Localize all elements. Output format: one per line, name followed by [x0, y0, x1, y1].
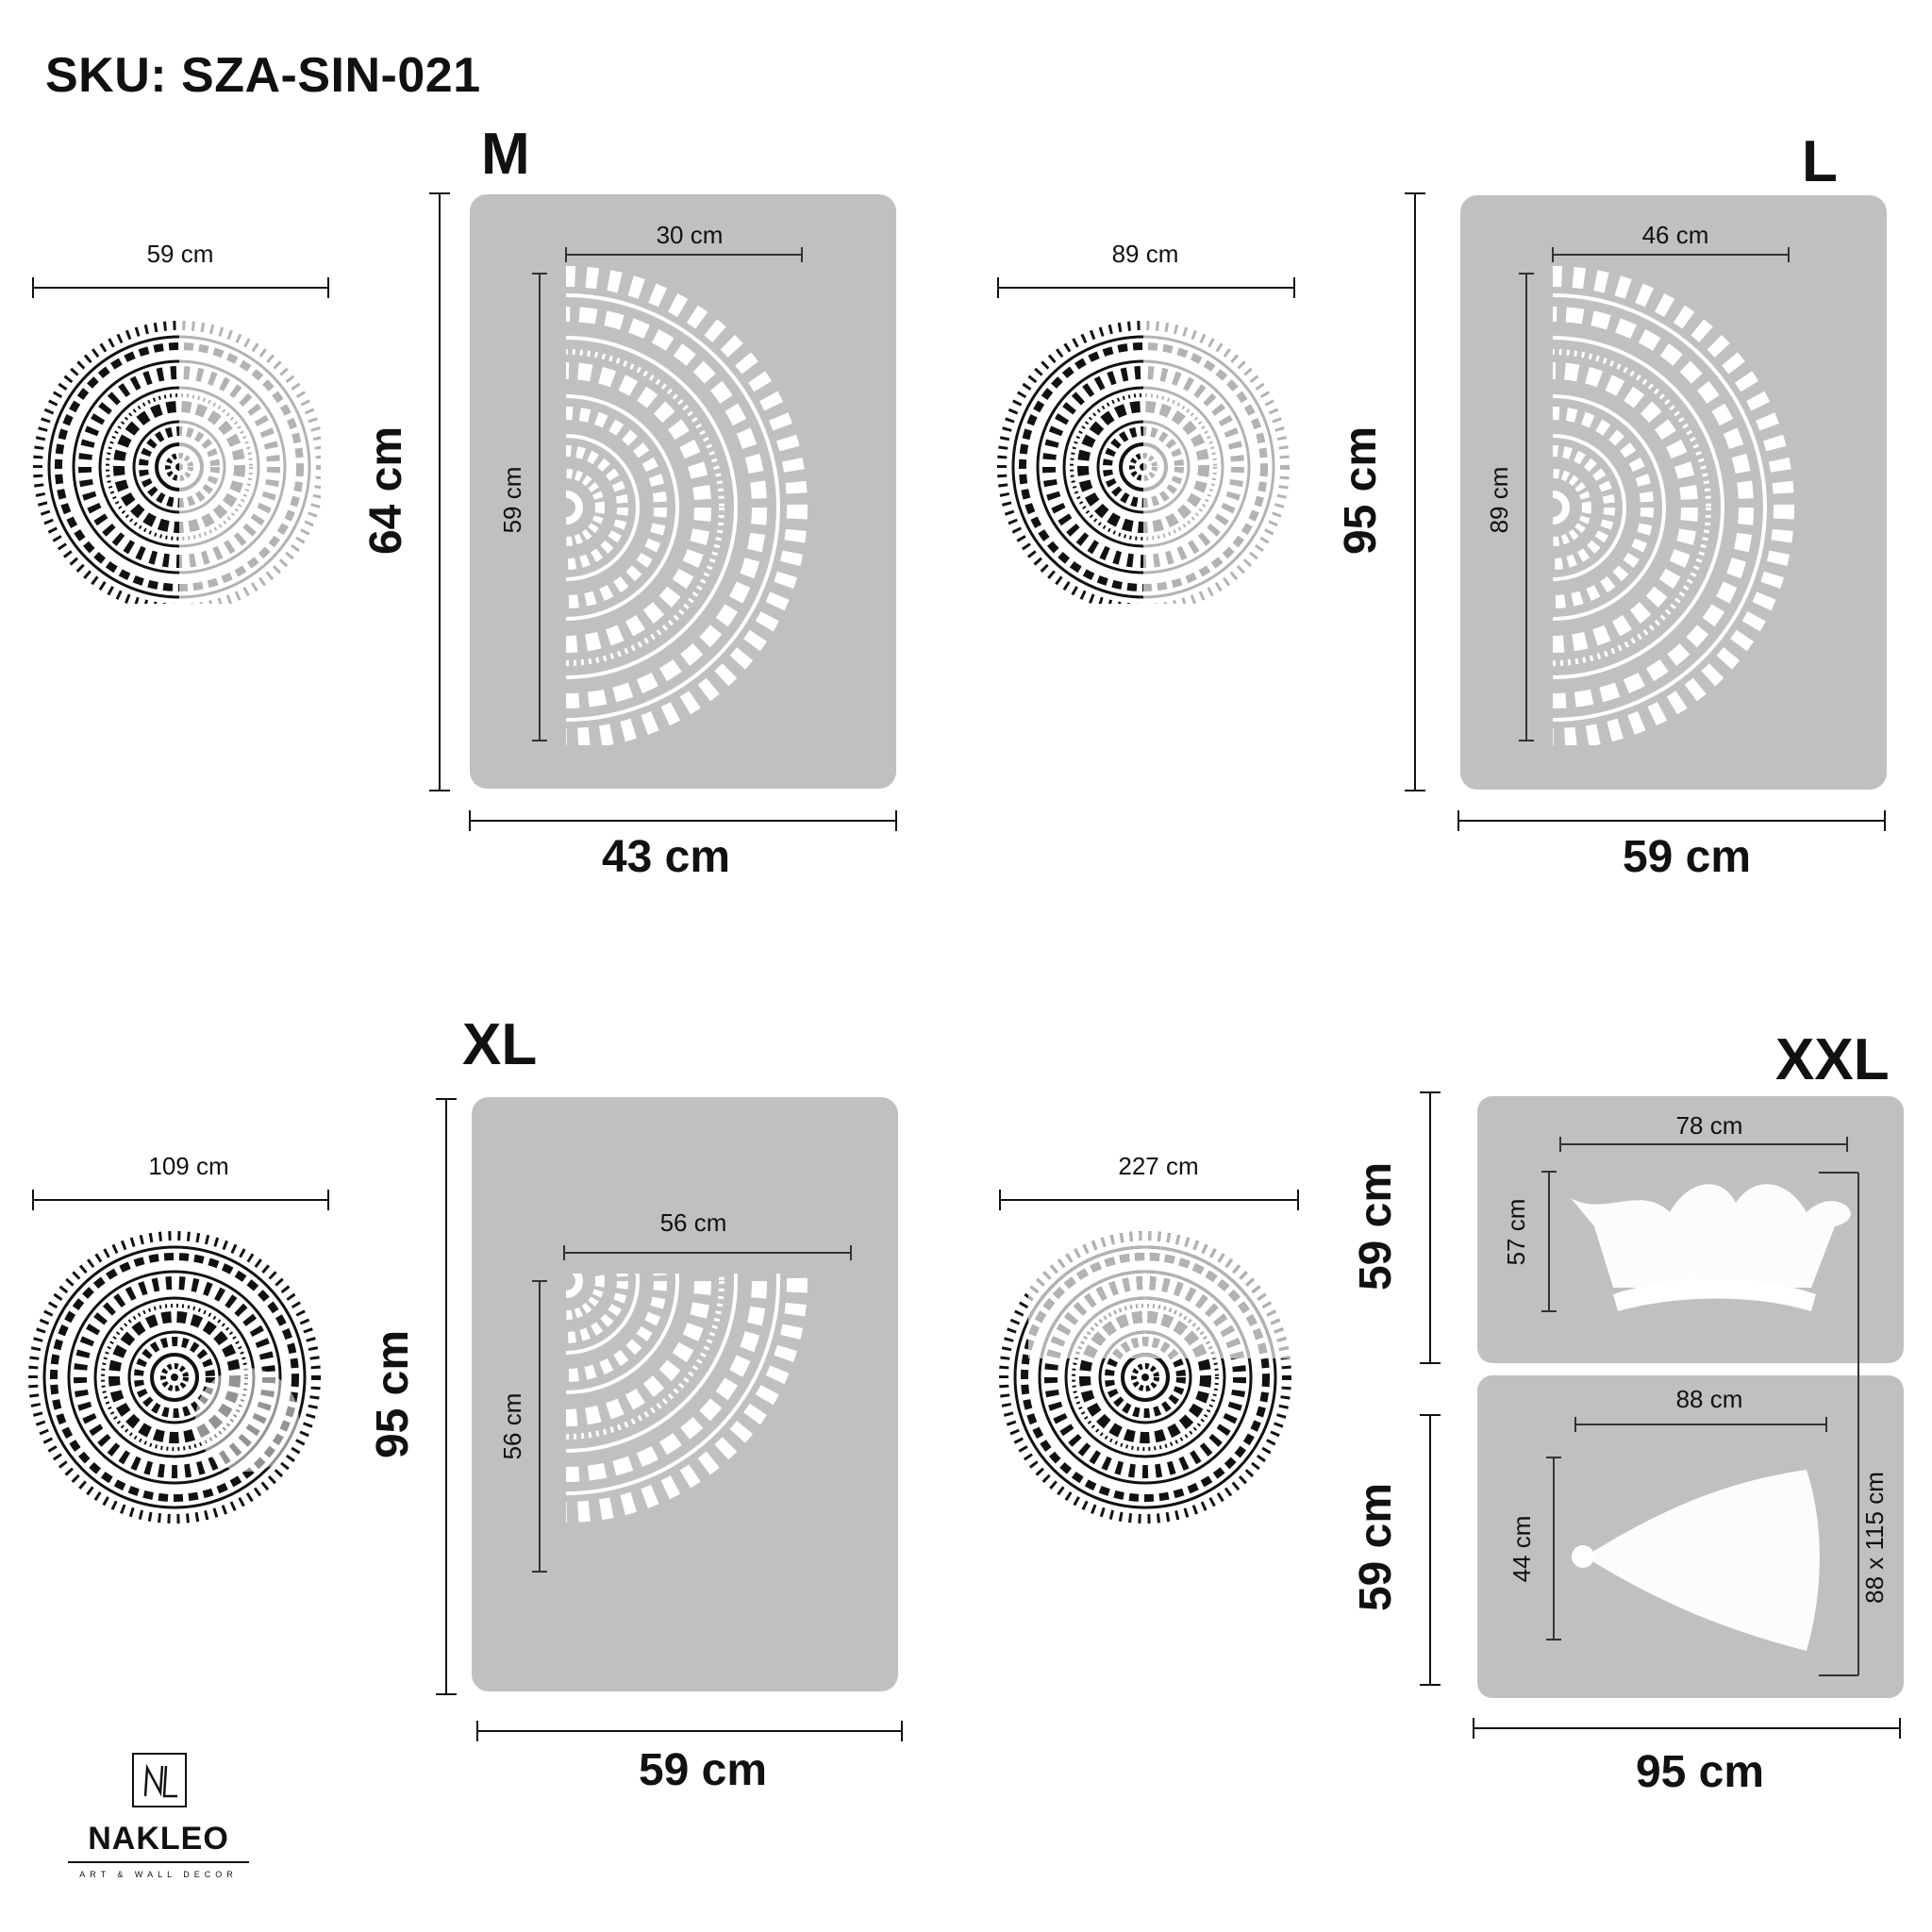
l-sheet-width-text: 59 cm: [1623, 832, 1751, 882]
xxl-bottom-pattern-width-text: 88 cm: [1676, 1385, 1743, 1413]
m-pattern-width-text: 30 cm: [657, 221, 724, 249]
l-stencil-sheet: [1460, 195, 1887, 790]
size-xxl-group: 227 cm 59 cm 59 cm 78 cm 57 cm: [1000, 1091, 1904, 1797]
m-pattern-height-text: 59 cm: [498, 467, 526, 534]
xxl-crown-pattern: [1571, 1184, 1851, 1311]
xl-pattern-width-text: 56 cm: [660, 1208, 727, 1237]
l-pattern-width-text: 46 cm: [1642, 221, 1709, 249]
m-mandala-width-text: 59 cm: [147, 240, 214, 268]
nakleo-logo: NAKLEO ART & WALL DECOR: [64, 1753, 253, 1894]
logo-tagline: ART & WALL DECOR: [79, 1870, 238, 1879]
xxl-top-pattern-width-text: 78 cm: [1676, 1111, 1743, 1140]
size-label-m: M: [481, 122, 530, 187]
l-mandala-preview: [1002, 325, 1285, 608]
l-pattern-height-text: 89 cm: [1485, 467, 1513, 534]
xl-stencil-sheet: [472, 1097, 898, 1691]
logo-name: NAKLEO: [88, 1821, 229, 1857]
xxl-combined-size-text: 88 x 115 cm: [1860, 1472, 1889, 1604]
xl-sheet-width-text: 59 cm: [639, 1745, 767, 1795]
xxl-bottom-pattern-height-text: 44 cm: [1507, 1516, 1536, 1583]
size-m-group: 59 cm 64 cm 30 cm 59 cm 4: [33, 192, 897, 882]
sku-label: SKU: SZA-SIN-021: [45, 48, 481, 103]
l-sheet-height-text: 95 cm: [1336, 426, 1386, 555]
logo-divider: [68, 1861, 249, 1863]
l-mandala-width-text: 89 cm: [1112, 240, 1179, 268]
size-xl-group: 109 cm 95 cm 56 cm 56 cm 59 cm: [33, 1097, 903, 1795]
m-sheet-width-text: 43 cm: [602, 832, 730, 882]
xxl-top-sheet-height-text: 59 cm: [1351, 1162, 1401, 1291]
size-label-xl: XL: [462, 1012, 538, 1077]
xxl-mandala-width-text: 227 cm: [1118, 1152, 1198, 1180]
xxl-mandala-preview: [1004, 1236, 1287, 1519]
m-mandala-preview: [38, 325, 321, 608]
xxl-segment-pattern: [1572, 1470, 1820, 1651]
size-label-xxl: XXL: [1775, 1027, 1890, 1092]
xxl-sheet-width-text: 95 cm: [1636, 1747, 1764, 1797]
logo-frame: [132, 1753, 187, 1807]
xxl-bottom-sheet-height-text: 59 cm: [1351, 1483, 1401, 1611]
xl-mandala-width-text: 109 cm: [148, 1152, 228, 1180]
xl-mandala-preview: [33, 1236, 316, 1519]
nakleo-monogram-icon: [143, 1763, 177, 1798]
m-sheet-height-text: 64 cm: [361, 426, 411, 555]
xl-sheet-height-text: 95 cm: [368, 1330, 418, 1458]
xxl-top-pattern-height-text: 57 cm: [1502, 1199, 1530, 1266]
xl-pattern-height-text: 56 cm: [498, 1393, 526, 1460]
size-l-group: 89 cm 95 cm 46 cm 89 cm 59 cm: [998, 192, 1887, 882]
size-label-l: L: [1802, 129, 1838, 194]
